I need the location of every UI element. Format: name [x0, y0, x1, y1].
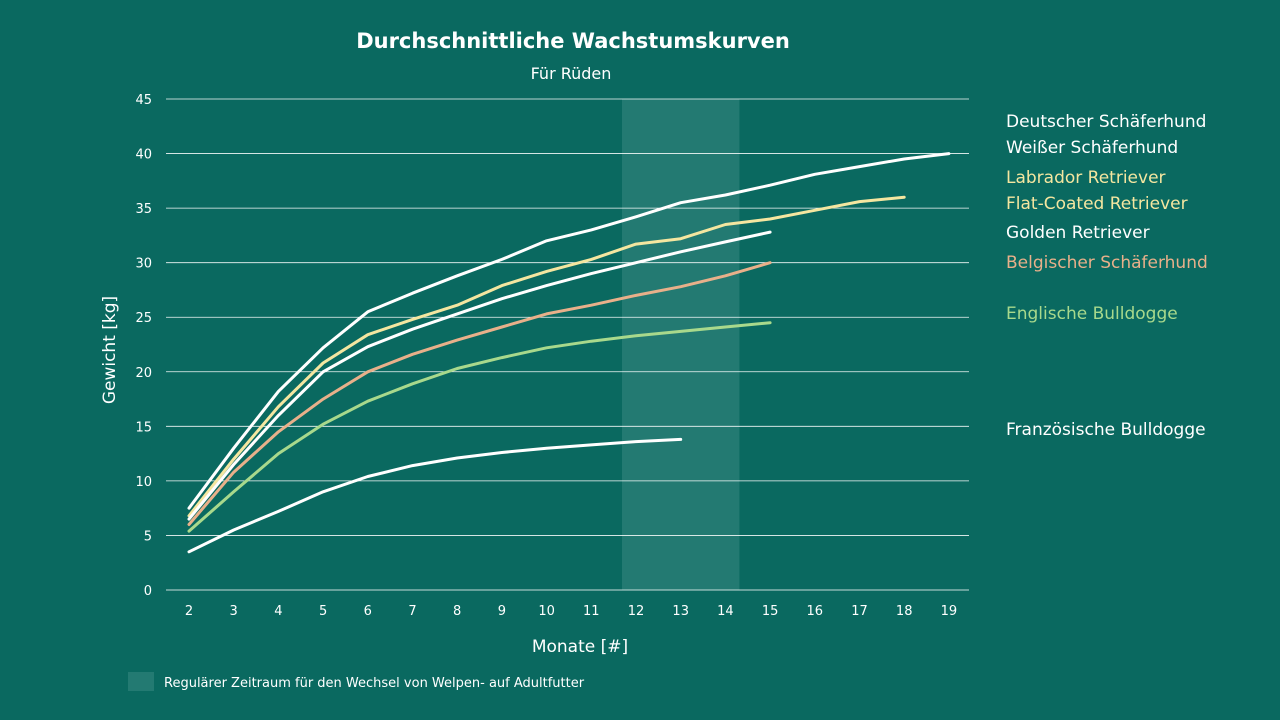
y-axis-label: Gewicht [kg]	[100, 296, 120, 404]
y-tick-label: 30	[135, 257, 152, 272]
y-tick-label: 0	[144, 584, 152, 599]
series-line	[187, 152, 951, 510]
series-line	[187, 261, 772, 526]
legend: Deutscher Schäferhund Weißer Schäferhund L…	[1006, 112, 1208, 440]
y-tick-label: 45	[135, 93, 152, 108]
series-line	[187, 321, 772, 533]
series-line	[187, 195, 906, 518]
x-tick-label: 14	[717, 604, 734, 619]
x-axis-ticks: 2 3 4 5 6 7 8 9 10 11 12 13 14 15 16 17 18 19	[185, 604, 957, 619]
x-tick-label: 15	[762, 604, 779, 619]
y-axis-ticks: 0 5 10 15 20 25 30 35 40 45	[135, 93, 152, 599]
x-tick-label: 11	[583, 604, 600, 619]
chart-title: Durchschnittliche Wachstumskurven	[356, 29, 790, 53]
x-tick-label: 10	[538, 604, 555, 619]
x-tick-label: 16	[807, 604, 824, 619]
series-line	[187, 230, 772, 521]
highlight-band-layer	[622, 99, 740, 590]
series-lines	[187, 152, 951, 554]
x-axis-label: Monate [#]	[532, 637, 628, 657]
y-tick-label: 35	[135, 202, 152, 217]
x-tick-label: 17	[851, 604, 868, 619]
y-tick-label: 40	[135, 148, 152, 163]
series-line	[187, 437, 683, 554]
y-tick-label: 15	[135, 420, 152, 435]
highlight-band	[622, 99, 740, 590]
x-tick-label: 3	[230, 604, 238, 619]
legend-entry: Labrador Retriever	[1006, 168, 1166, 188]
y-tick-label: 20	[135, 366, 152, 381]
legend-entry: Flat-Coated Retriever	[1006, 194, 1188, 214]
x-tick-label: 2	[185, 604, 193, 619]
band-note-swatch	[128, 672, 154, 691]
x-tick-label: 18	[896, 604, 913, 619]
legend-entry: Belgischer Schäferhund	[1006, 253, 1208, 273]
gridlines	[166, 98, 969, 591]
y-tick-label: 10	[135, 475, 152, 490]
legend-entry: Englische Bulldogge	[1006, 304, 1178, 324]
legend-entry: Französische Bulldogge	[1006, 420, 1206, 440]
y-tick-label: 5	[144, 529, 152, 544]
legend-entry: Weißer Schäferhund	[1006, 138, 1178, 158]
legend-entry: Deutscher Schäferhund	[1006, 112, 1206, 132]
x-tick-label: 4	[274, 604, 282, 619]
legend-entry: Golden Retriever	[1006, 223, 1150, 243]
chart-subtitle: Für Rüden	[531, 64, 612, 83]
x-tick-label: 19	[941, 604, 958, 619]
band-note-label: Regulärer Zeitraum für den Wechsel von W…	[164, 676, 585, 691]
x-tick-label: 5	[319, 604, 327, 619]
x-tick-label: 12	[628, 604, 645, 619]
x-tick-label: 7	[408, 604, 416, 619]
x-tick-label: 8	[453, 604, 461, 619]
x-tick-label: 13	[672, 604, 689, 619]
x-tick-label: 9	[498, 604, 506, 619]
x-tick-label: 6	[364, 604, 372, 619]
y-tick-label: 25	[135, 311, 152, 326]
